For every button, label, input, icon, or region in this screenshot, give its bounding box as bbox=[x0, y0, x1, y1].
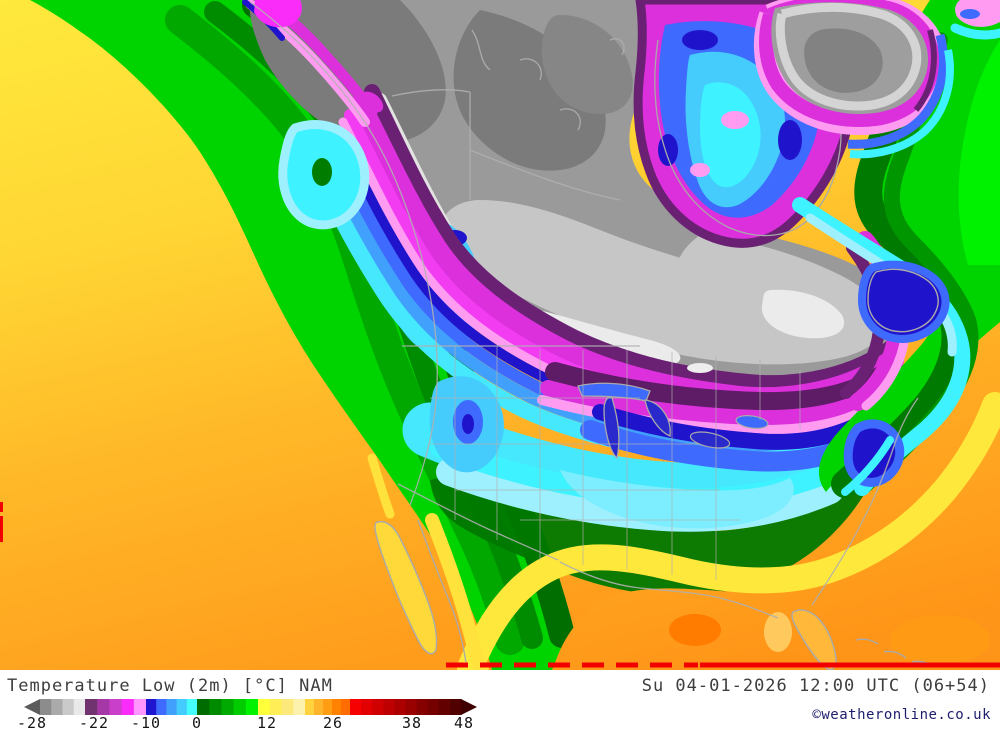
temperature-map bbox=[0, 0, 1000, 670]
colorbar-svg bbox=[24, 699, 477, 715]
map-title: Temperature Low (2m) [°C] NAM bbox=[7, 676, 333, 696]
region-rockies-cold-pocket bbox=[429, 376, 504, 473]
region-top-right-corner bbox=[950, 0, 1000, 40]
map-datetime: Su 04-01-2026 12:00 UTC (06+54) bbox=[641, 676, 990, 696]
region-labrador-newfoundland bbox=[792, 197, 971, 496]
temperature-colorbar: -28 -22 -10 0 12 26 38 48 bbox=[17, 699, 494, 733]
colorbar-tick-label: -28 bbox=[16, 714, 48, 732]
colorbar-tick-label: -22 bbox=[78, 714, 110, 732]
region-gulf-southeast bbox=[457, 392, 1000, 670]
colorbar-tick-label: 48 bbox=[453, 714, 475, 732]
colorbar-tick-label: -10 bbox=[130, 714, 162, 732]
colorbar-tick-label: 12 bbox=[256, 714, 278, 732]
temperature-map-svg bbox=[0, 0, 1000, 670]
copyright-link[interactable]: ©weatheronline.co.uk bbox=[812, 707, 991, 723]
colorbar-tick-label: 26 bbox=[322, 714, 344, 732]
region-greenland bbox=[753, 0, 954, 159]
coastlines-borders bbox=[249, 1, 919, 619]
hot-contour-marks bbox=[0, 502, 1000, 668]
colorbar-tick-label: 0 bbox=[191, 714, 203, 732]
colorbar-tick-label: 38 bbox=[401, 714, 423, 732]
region-mexico-baja bbox=[367, 453, 489, 670]
